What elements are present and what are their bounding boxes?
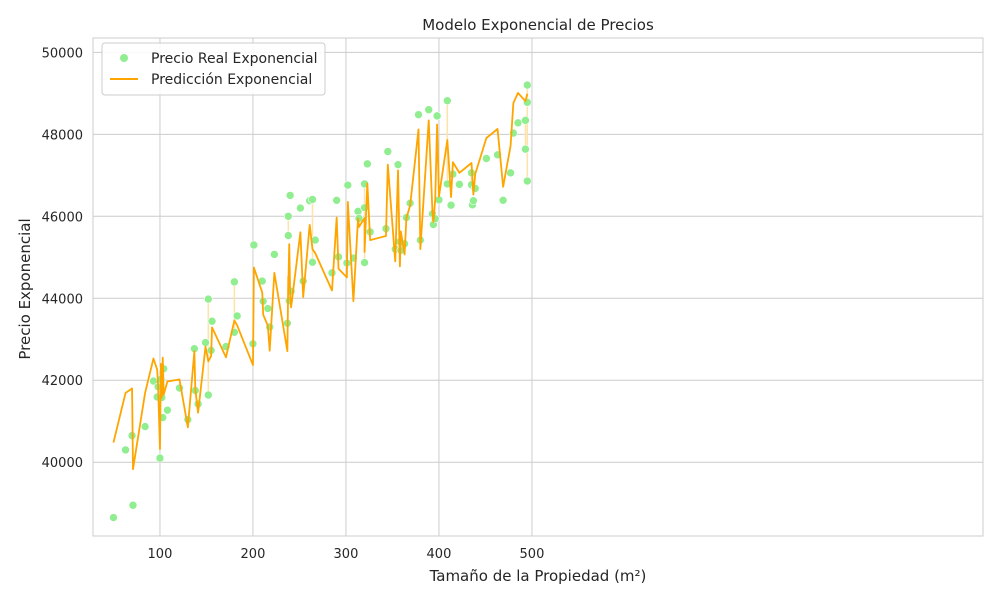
x-tick-label: 500 <box>520 547 545 562</box>
data-point <box>521 116 530 125</box>
prediction-line <box>112 92 529 471</box>
data-point <box>140 422 150 431</box>
data-point <box>513 118 523 128</box>
data-point <box>424 105 434 115</box>
data-point <box>230 277 239 287</box>
data-point <box>446 200 456 210</box>
data-point <box>204 294 213 304</box>
chart-title: Modelo Exponencial de Precios <box>422 16 654 34</box>
y-axis: 40000 42000 44000 46000 48000 50000 <box>42 46 83 471</box>
data-point <box>455 180 464 189</box>
data-point <box>327 268 337 278</box>
data-point <box>201 338 210 347</box>
y-axis-title: Precio Exponencial <box>16 218 34 359</box>
plot-frame <box>92 37 984 537</box>
data-point <box>523 176 532 186</box>
y-tick-label: 42000 <box>42 374 83 389</box>
data-point <box>128 500 138 510</box>
y-tick-label: 40000 <box>42 456 83 471</box>
x-tick-label: 100 <box>148 547 173 562</box>
plot-background <box>93 38 983 536</box>
x-axis-title: Tamaño de la Propiedad (m²) <box>429 567 647 585</box>
data-point <box>285 191 295 200</box>
data-point <box>283 231 293 240</box>
data-point <box>332 196 341 205</box>
data-point <box>443 96 452 106</box>
legend-box <box>101 42 326 96</box>
data-point <box>363 159 372 169</box>
plot-area <box>92 37 984 537</box>
data-point <box>232 311 242 321</box>
legend-label-line: Predicción Exponencial <box>151 72 312 88</box>
x-tick-label: 400 <box>427 547 452 562</box>
data-point <box>521 144 530 154</box>
series-prediccion <box>112 92 529 471</box>
data-point <box>414 110 423 119</box>
data-point <box>523 80 532 90</box>
data-point <box>249 240 259 250</box>
data-point <box>360 258 369 267</box>
data-point <box>308 257 317 267</box>
data-point <box>204 390 213 400</box>
data-point <box>343 180 353 190</box>
data-point <box>163 405 172 415</box>
grid <box>93 38 983 536</box>
data-point <box>155 453 165 463</box>
data-point <box>432 111 442 121</box>
data-point <box>506 168 515 178</box>
data-point <box>393 160 403 169</box>
data-point <box>482 154 491 163</box>
data-point <box>270 250 279 259</box>
data-point <box>383 147 393 156</box>
data-point <box>469 196 478 206</box>
legend-label-scatter: Precio Real Exponencial <box>151 51 318 67</box>
data-point <box>207 316 217 326</box>
x-axis: 100 200 300 400 500 <box>148 547 545 562</box>
data-point <box>121 445 130 455</box>
x-tick-label: 200 <box>241 547 266 562</box>
legend-marker-scatter <box>120 54 128 62</box>
data-point <box>283 211 293 221</box>
data-point <box>263 304 273 313</box>
data-point <box>109 513 118 522</box>
data-point <box>296 203 305 213</box>
legend: Precio Real Exponencial Predicción Expon… <box>101 42 326 96</box>
y-tick-label: 50000 <box>42 46 83 61</box>
y-tick-label: 48000 <box>42 128 83 143</box>
x-tick-label: 300 <box>334 547 359 562</box>
data-point <box>308 195 317 204</box>
y-tick-label: 44000 <box>42 292 83 307</box>
y-tick-label: 46000 <box>42 210 83 225</box>
data-point <box>498 196 508 205</box>
